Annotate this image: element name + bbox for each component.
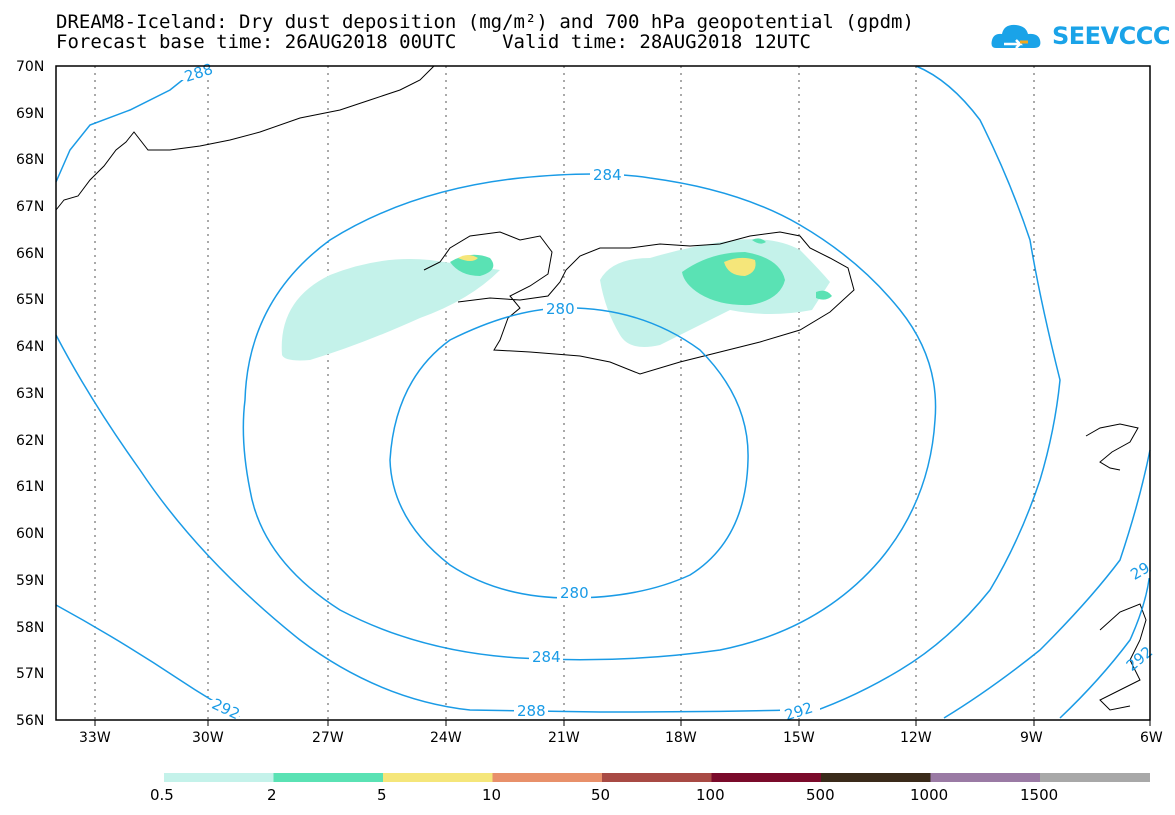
contour-288-east (799, 65, 1061, 717)
lon-label: 18W (665, 730, 697, 746)
contour-label: 280 (546, 300, 575, 318)
contour-label: 292 (209, 695, 243, 723)
map-grid (94, 66, 1035, 720)
legend-swatch (930, 773, 1041, 782)
lat-label: 66N (16, 246, 44, 262)
map-title: DREAM8-Iceland: Dry dust deposition (mg/… (56, 11, 914, 33)
legend-label: 1000 (910, 786, 948, 804)
map-frame (55, 65, 1151, 721)
seevccc-cloud-logo-icon (991, 24, 1041, 49)
contour-label: 288 (517, 702, 546, 720)
axis-ticks (94, 720, 1151, 726)
legend-label: 50 (591, 786, 610, 804)
logo-text: SEEVCCC (1052, 22, 1171, 50)
lat-label: 62N (16, 433, 44, 449)
lat-label: 63N (16, 386, 44, 402)
legend-label: 2 (267, 786, 277, 804)
lon-label: 27W (312, 730, 344, 746)
legend-swatch (1040, 773, 1150, 782)
contour-label: 288 (182, 60, 215, 86)
lon-label: 33W (79, 730, 111, 746)
legend-swatch (492, 773, 603, 782)
contour-label: 280 (560, 584, 589, 602)
lat-label: 60N (16, 526, 44, 542)
contour-292-se (943, 449, 1151, 719)
lon-label: 6W (1140, 730, 1163, 746)
contour-288-nw (55, 65, 206, 183)
legend-label: 1500 (1020, 786, 1058, 804)
geopotential-contours (55, 65, 1151, 719)
legend-swatch (711, 773, 822, 782)
lon-label: 24W (430, 730, 462, 746)
lat-labels: 70N 69N 68N 67N 66N 65N 64N 63N 62N 61N … (16, 59, 44, 729)
legend-colorbar (164, 773, 1150, 782)
lon-label: 15W (783, 730, 815, 746)
legend-swatch (821, 773, 931, 782)
lat-label: 56N (16, 713, 44, 729)
dust-deposition-shading (281, 238, 832, 361)
contour-284 (242, 173, 937, 661)
contour-labels: 288 284 280 280 284 288 292 292 292 29 (180, 60, 1157, 724)
legend-label: 100 (696, 786, 725, 804)
contour-label: 292 (1123, 643, 1157, 675)
map-subtitle: Forecast base time: 26AUG2018 00UTC Vali… (56, 31, 811, 53)
legend-swatch (273, 773, 384, 782)
lat-label: 68N (16, 152, 44, 168)
lon-label: 30W (192, 730, 224, 746)
lat-label: 70N (16, 59, 44, 75)
contour-288-outer (55, 334, 791, 713)
legend-swatch (164, 773, 274, 782)
legend-swatch (602, 773, 712, 782)
lat-label: 58N (16, 620, 44, 636)
legend-labels: 0.5 2 5 10 50 100 500 1000 1500 (150, 786, 1058, 804)
lon-label: 21W (548, 730, 580, 746)
lat-label: 64N (16, 339, 44, 355)
contour-29x (1059, 569, 1151, 719)
legend-label: 10 (482, 786, 501, 804)
lat-label: 61N (16, 479, 44, 495)
legend-label: 0.5 (150, 786, 174, 804)
contour-280 (389, 307, 749, 599)
legend-label: 500 (806, 786, 835, 804)
contour-label: 284 (593, 166, 622, 184)
lon-label: 9W (1020, 730, 1043, 746)
lon-label: 12W (900, 730, 932, 746)
lat-label: 69N (16, 106, 44, 122)
coastlines (55, 65, 1147, 711)
contour-label: 284 (532, 648, 561, 666)
legend-swatch (383, 773, 493, 782)
lat-label: 57N (16, 666, 44, 682)
lat-label: 67N (16, 199, 44, 215)
lon-labels: 33W 30W 27W 24W 21W 18W 15W 12W 9W 6W (79, 730, 1163, 746)
legend-label: 5 (377, 786, 387, 804)
lat-label: 65N (16, 292, 44, 308)
lat-label: 59N (16, 573, 44, 589)
contour-292-sw (55, 604, 241, 717)
